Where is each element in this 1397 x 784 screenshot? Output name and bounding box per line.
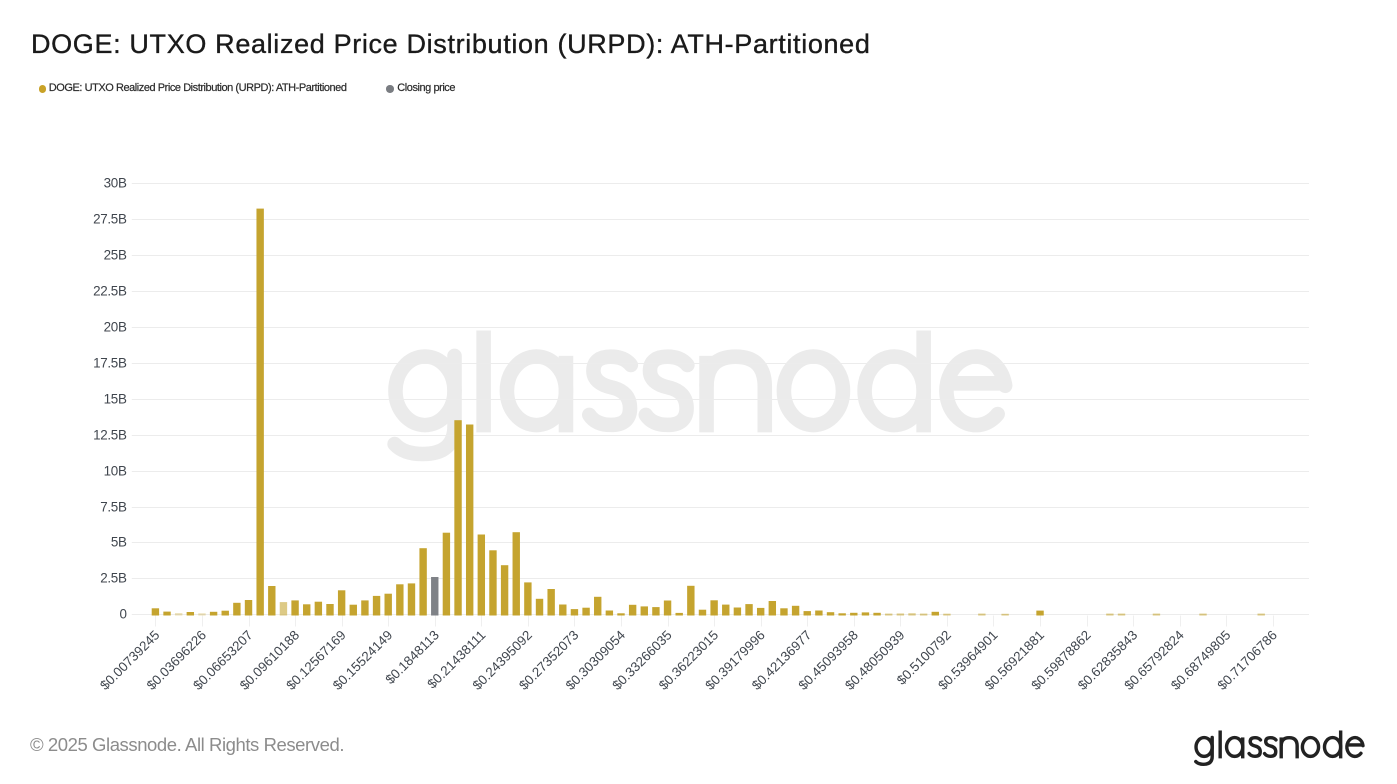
svg-text:30B: 30B [104,176,127,191]
svg-text:10B: 10B [104,464,127,479]
svg-text:20B: 20B [104,320,127,335]
svg-text:0: 0 [119,607,126,622]
svg-text:2.5B: 2.5B [100,571,127,586]
svg-text:12.5B: 12.5B [93,428,127,443]
svg-text:22.5B: 22.5B [93,284,127,299]
svg-text:17.5B: 17.5B [93,356,127,371]
svg-text:27.5B: 27.5B [93,212,127,227]
svg-text:5B: 5B [111,535,127,550]
svg-text:25B: 25B [104,248,127,263]
svg-text:7.5B: 7.5B [100,500,127,515]
svg-text:15B: 15B [104,392,127,407]
